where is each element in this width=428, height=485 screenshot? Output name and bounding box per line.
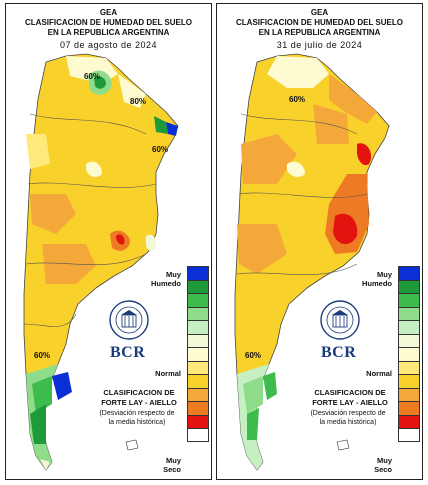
map-title-line2: EN LA REPUBLICA ARGENTINA [47, 28, 170, 37]
legend-swatch [187, 401, 209, 415]
map-panel-right: GEA CLASIFICACION DE HUMEDAD DEL SUELO E… [216, 3, 423, 480]
map-title-line1: CLASIFICACION DE HUMEDAD DEL SUELO [25, 18, 192, 27]
classification-line2: FORTE LAY - AIELLO [101, 398, 177, 407]
contour-label: 60% [84, 72, 100, 81]
description-line1: (Desviación respecto de [99, 410, 175, 417]
legend-swatch [187, 360, 209, 374]
legend-label-normal: Normal [155, 369, 181, 378]
map-title-line2: EN LA REPUBLICA ARGENTINA [258, 28, 381, 37]
legend-swatch [187, 374, 209, 388]
legend-swatch [398, 293, 420, 307]
legend-swatch [398, 279, 420, 293]
contour-label: 60% [152, 145, 168, 154]
argentina-soil-moisture-map: 60% 60% [234, 53, 390, 471]
description-line2: la media histórica) [319, 419, 377, 426]
legend-swatch [187, 293, 209, 307]
legend-swatch [187, 320, 209, 334]
argentina-outline [23, 53, 179, 471]
description-line2: la media histórica) [108, 419, 166, 426]
moisture-legend [398, 266, 420, 442]
legend-swatch [398, 333, 420, 347]
map-date: 31 de julio de 2024 [276, 40, 363, 50]
map-date: 07 de agosto de 2024 [59, 40, 158, 50]
legend-swatch [187, 279, 209, 293]
legend-label-muy-seco: Muy Seco [374, 456, 392, 474]
bcr-seal-icon [320, 300, 360, 340]
legend-swatch [398, 401, 420, 415]
header-gea: GEA [99, 8, 118, 17]
legend-swatch [398, 374, 420, 388]
argentina-soil-moisture-map: 60% 80% 60% 60% [23, 53, 179, 471]
legend-label-muy-seco: Muy Seco [163, 456, 181, 474]
contour-label: 60% [34, 351, 50, 360]
legend-swatch [398, 428, 420, 442]
legend-swatch [187, 387, 209, 401]
legend-label-muy-humedo: Muy Humedo [151, 270, 181, 288]
legend-swatch [187, 414, 209, 428]
legend-swatch [398, 347, 420, 361]
legend-swatch [398, 266, 420, 280]
classification-line2: FORTE LAY - AIELLO [312, 398, 388, 407]
legend-swatch [398, 320, 420, 334]
legend-swatch [398, 360, 420, 374]
classification-line1: CLASIFICACION DE [314, 388, 386, 397]
legend-swatch [398, 414, 420, 428]
contour-label: 60% [245, 351, 261, 360]
legend-swatch [398, 306, 420, 320]
legend-label-muy-humedo: Muy Humedo [362, 270, 392, 288]
contour-label: 60% [289, 95, 305, 104]
moisture-legend [187, 266, 209, 442]
bcr-seal-icon [109, 300, 149, 340]
legend-swatch [187, 347, 209, 361]
legend-label-normal: Normal [366, 369, 392, 378]
contour-label: 80% [130, 97, 146, 106]
legend-swatch [187, 306, 209, 320]
legend-swatch [187, 333, 209, 347]
description-line1: (Desviación respecto de [310, 410, 386, 417]
map-panel-left: GEA CLASIFICACION DE HUMEDAD DEL SUELO E… [5, 3, 212, 480]
map-title-line1: CLASIFICACION DE HUMEDAD DEL SUELO [236, 18, 403, 27]
legend-swatch [398, 387, 420, 401]
classification-line1: CLASIFICACION DE [103, 388, 175, 397]
header-gea: GEA [310, 8, 329, 17]
legend-swatch [187, 428, 209, 442]
legend-swatch [187, 266, 209, 280]
bcr-logo-text: BCR [321, 344, 357, 361]
bcr-logo-text: BCR [110, 344, 146, 361]
